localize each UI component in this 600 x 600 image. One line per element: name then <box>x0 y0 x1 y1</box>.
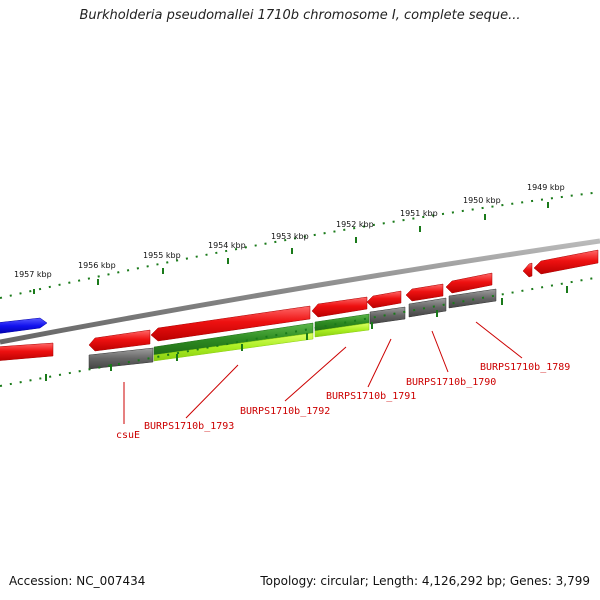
scale-label-1950: 1950 kbp <box>463 196 501 205</box>
gene-label-burps1710b-1791[interactable]: BURPS1710b_1791 <box>326 391 416 402</box>
scale-label-1957: 1957 kbp <box>14 270 52 279</box>
scale-labels: 1957 kbp 1956 kbp 1955 kbp 1954 kbp 1953… <box>14 183 565 279</box>
gene-label-burps1710b-1789[interactable]: BURPS1710b_1789 <box>480 362 570 373</box>
scale-label-1949: 1949 kbp <box>527 183 565 192</box>
reverse-cds-csuE[interactable] <box>88 329 151 352</box>
gene-label-csuE[interactable]: csuE <box>116 430 140 441</box>
forward-feature-red[interactable] <box>533 249 599 275</box>
reverse-cds-burps1710b-1792[interactable] <box>311 296 368 318</box>
leader-line-burps1710b-1793 <box>185 364 239 419</box>
sequence-summary: Topology: circular; Length: 4,126,292 bp… <box>260 574 590 588</box>
map-title: Burkholderia pseudomallei 1710b chromoso… <box>79 8 521 23</box>
outer-major-ticks <box>33 202 549 294</box>
scale-label-1955: 1955 kbp <box>143 251 181 260</box>
forward-feature-red[interactable] <box>522 262 533 278</box>
scale-label-1951: 1951 kbp <box>400 209 438 218</box>
leader-line-burps1710b-1789 <box>475 321 523 359</box>
gene-feature-gray[interactable] <box>408 297 447 318</box>
leader-line-burps1710b-1792 <box>284 346 347 402</box>
forward-feature-blue[interactable] <box>0 317 48 334</box>
scale-label-1956: 1956 kbp <box>78 261 116 270</box>
gene-label-burps1710b-1793[interactable]: BURPS1710b_1793 <box>144 421 234 432</box>
reverse-cds-burps1710b-1793[interactable] <box>150 305 311 342</box>
scale-label-1954: 1954 kbp <box>208 241 246 250</box>
gene-labels: csuE BURPS1710b_1793 BURPS1710b_1792 BUR… <box>116 362 570 441</box>
reverse-cds-burps1710b-1790[interactable] <box>405 283 444 302</box>
leader-line-burps1710b-1790 <box>431 330 449 373</box>
gene-label-burps1710b-1790[interactable]: BURPS1710b_1790 <box>406 377 496 388</box>
gene-label-leaders <box>123 321 523 424</box>
reverse-cds-left-edge[interactable] <box>0 342 54 361</box>
leader-line-burps1710b-1791 <box>367 338 392 388</box>
reverse-cds-burps1710b-1789[interactable] <box>445 272 493 294</box>
reverse-cds-burps1710b-1791[interactable] <box>366 290 402 309</box>
gene-feature-lime[interactable] <box>153 332 314 362</box>
scale-label-1952: 1952 kbp <box>336 220 374 229</box>
inner-major-ticks <box>45 286 568 381</box>
gene-feature-gray[interactable] <box>369 306 406 325</box>
outer-scale-ring <box>0 191 600 299</box>
gene-feature-gray[interactable] <box>448 288 497 309</box>
accession-info: Accession: NC_007434 <box>9 574 146 588</box>
gene-label-burps1710b-1792[interactable]: BURPS1710b_1792 <box>240 406 330 417</box>
chromosome-backbone <box>0 238 600 345</box>
scale-label-1953: 1953 kbp <box>271 232 309 241</box>
gene-feature-gray[interactable] <box>88 347 154 370</box>
gene-feature-lime[interactable] <box>314 322 370 338</box>
